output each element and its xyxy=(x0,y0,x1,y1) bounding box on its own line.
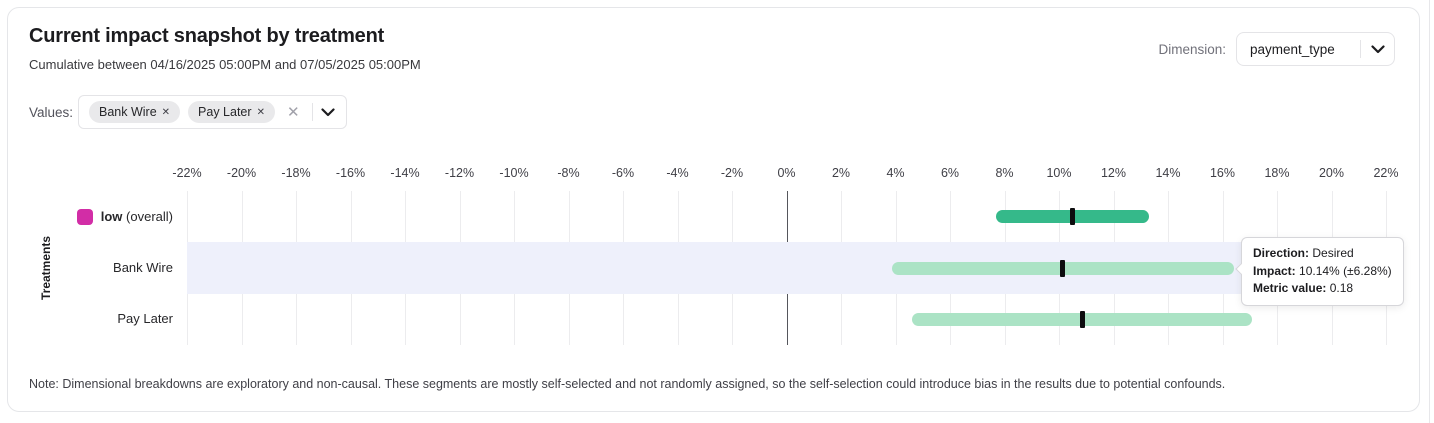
value-chip-bank-wire[interactable]: Bank Wire ✕ xyxy=(89,101,181,123)
page-title: Current impact snapshot by treatment xyxy=(29,25,385,47)
value-chip-pay-later[interactable]: Pay Later ✕ xyxy=(188,101,275,123)
value-chip-label: Pay Later xyxy=(198,105,252,119)
impact-snapshot-card: Current impact snapshot by treatment Cum… xyxy=(7,7,1420,412)
tooltip-row-metric-value: Metric value: 0.18 xyxy=(1253,281,1354,295)
disclaimer-note: Note: Dimensional breakdowns are explora… xyxy=(29,377,1226,391)
x-axis-tick-label: 18% xyxy=(1264,166,1290,180)
dimension-dropdown[interactable]: payment_type xyxy=(1236,32,1395,66)
x-axis-tick-label: -4% xyxy=(666,166,689,180)
x-axis-tick-label: 14% xyxy=(1155,166,1181,180)
impact-center-tick xyxy=(1079,310,1085,328)
x-axis-tick-label: -18% xyxy=(281,166,311,180)
values-multiselect[interactable]: Bank Wire ✕ Pay Later ✕ ✕ xyxy=(78,95,347,129)
x-axis-tick-label: 10% xyxy=(1046,166,1072,180)
viewport-edge-divider xyxy=(1429,0,1430,423)
date-range-subtitle: Cumulative between 04/16/2025 05:00PM an… xyxy=(29,57,421,72)
row-label-note: (overall) xyxy=(122,208,173,224)
remove-chip-icon[interactable]: ✕ xyxy=(256,106,265,118)
x-axis-tick-label: 0% xyxy=(777,166,796,180)
impact-center-tick xyxy=(1070,208,1076,226)
x-axis-tick-label: 20% xyxy=(1318,166,1345,180)
dimension-control: Dimension: payment_type xyxy=(1158,32,1395,66)
row-label-text: low xyxy=(100,208,123,224)
x-axis-tick-label: -12% xyxy=(444,166,475,180)
x-axis-tick-label: -6% xyxy=(611,166,635,180)
treatment-row-label: Bank Wire xyxy=(113,260,173,275)
dropdown-divider xyxy=(311,103,313,121)
values-label: Values: xyxy=(29,105,74,120)
x-axis-tick-label: -14% xyxy=(390,166,420,180)
chevron-down-icon[interactable] xyxy=(1361,44,1394,54)
x-axis-tick-label: -16% xyxy=(335,166,366,180)
x-axis-tick-label: 2% xyxy=(831,166,851,180)
x-axis-tick-label: -2% xyxy=(720,166,744,180)
x-axis-tick-label: -10% xyxy=(499,166,529,180)
bar-tooltip: Direction: Desired Impact: 10.14% (±6.28… xyxy=(1235,237,1404,306)
chevron-down-icon[interactable] xyxy=(320,107,336,117)
treatment-row-label: Pay Later xyxy=(117,311,173,327)
remove-chip-icon[interactable]: ✕ xyxy=(161,106,171,118)
x-axis-tick-label: 8% xyxy=(995,166,1014,180)
legend-swatch xyxy=(76,208,93,225)
x-axis-tick-label: 4% xyxy=(886,166,905,180)
tooltip-row-direction: Direction: Desired xyxy=(1253,246,1354,260)
x-axis-tick-label: 12% xyxy=(1100,166,1127,180)
clear-all-icon[interactable]: ✕ xyxy=(286,104,300,121)
x-axis-tick-label: -22% xyxy=(172,166,202,180)
value-chip-label: Bank Wire xyxy=(99,105,157,119)
dropdown-divider xyxy=(1360,40,1361,58)
x-axis-tick-label: 16% xyxy=(1209,166,1236,180)
treatment-row-label: low (overall) xyxy=(8,208,173,226)
dimension-label: Dimension: xyxy=(1158,41,1226,57)
impact-chart: Treatments -22% -20% -18% -16% -14% -12% -10% -… xyxy=(8,8,1419,411)
x-axis-tick-label: -20% xyxy=(226,166,257,180)
tooltip-row-impact: Impact: 10.14% (±6.28%) xyxy=(1253,263,1392,278)
dimension-selected-value: payment_type xyxy=(1250,41,1335,57)
impact-center-tick xyxy=(1060,259,1066,277)
row-label-text-wrap: low (overall) xyxy=(101,208,173,226)
x-axis-tick-label: 6% xyxy=(940,166,960,180)
x-axis-tick-label: -8% xyxy=(557,166,580,180)
x-axis-tick-label: 22% xyxy=(1373,166,1399,180)
